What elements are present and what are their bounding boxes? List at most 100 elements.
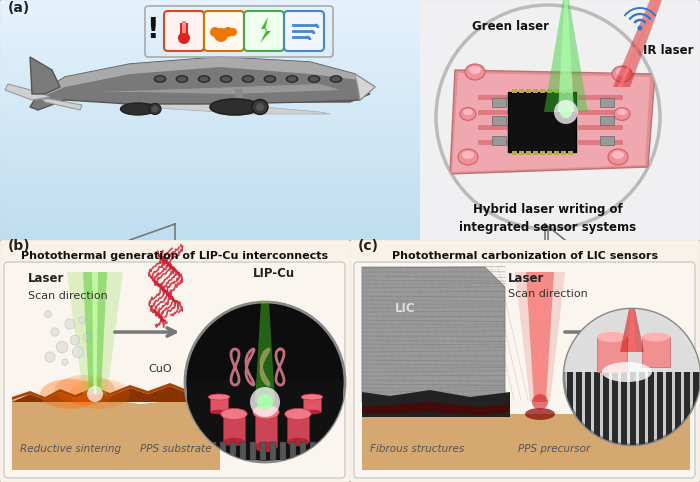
Bar	[648, 370, 654, 445]
Bar	[260, 442, 266, 460]
Ellipse shape	[210, 99, 260, 115]
Ellipse shape	[244, 77, 253, 81]
Bar	[585, 370, 591, 445]
Bar	[594, 370, 600, 445]
Bar	[540, 151, 545, 155]
Ellipse shape	[465, 64, 485, 80]
Ellipse shape	[597, 332, 627, 342]
Bar	[519, 89, 524, 93]
Polygon shape	[42, 99, 82, 110]
Bar	[210, 397, 228, 412]
Bar	[561, 151, 566, 155]
Bar	[180, 23, 188, 37]
Ellipse shape	[252, 99, 268, 115]
Ellipse shape	[154, 76, 166, 82]
Polygon shape	[535, 272, 545, 402]
Polygon shape	[620, 309, 644, 352]
Ellipse shape	[208, 394, 230, 400]
Ellipse shape	[265, 77, 274, 81]
Bar	[255, 412, 277, 447]
Polygon shape	[355, 74, 375, 100]
Polygon shape	[613, 0, 662, 87]
Circle shape	[83, 332, 93, 342]
FancyBboxPatch shape	[204, 11, 244, 51]
Bar	[519, 151, 524, 155]
Ellipse shape	[199, 77, 209, 81]
Bar	[568, 89, 573, 93]
Ellipse shape	[149, 104, 161, 115]
Circle shape	[214, 28, 228, 42]
Ellipse shape	[525, 408, 555, 420]
FancyBboxPatch shape	[284, 11, 324, 51]
Circle shape	[554, 100, 578, 124]
Ellipse shape	[210, 410, 228, 414]
Polygon shape	[618, 0, 659, 87]
Bar	[508, 92, 576, 152]
Ellipse shape	[612, 151, 624, 159]
Polygon shape	[362, 402, 510, 415]
Polygon shape	[558, 0, 574, 112]
Ellipse shape	[255, 442, 277, 452]
Ellipse shape	[460, 107, 476, 120]
Bar	[547, 89, 552, 93]
Ellipse shape	[301, 394, 323, 400]
Bar	[210, 442, 216, 460]
Text: Reductive sintering: Reductive sintering	[20, 444, 121, 454]
Ellipse shape	[152, 106, 158, 112]
Polygon shape	[92, 272, 98, 394]
Bar	[270, 442, 276, 460]
Text: CuO: CuO	[148, 364, 172, 374]
Bar	[564, 307, 700, 372]
Bar	[603, 370, 609, 445]
Polygon shape	[452, 73, 650, 172]
Polygon shape	[12, 383, 210, 400]
Ellipse shape	[463, 109, 473, 115]
Bar	[512, 89, 517, 93]
Ellipse shape	[120, 103, 155, 115]
Circle shape	[65, 319, 75, 329]
Bar	[600, 116, 614, 125]
Circle shape	[45, 310, 52, 318]
Polygon shape	[12, 386, 215, 402]
Ellipse shape	[176, 76, 188, 82]
Text: (c): (c)	[358, 239, 379, 253]
Circle shape	[532, 394, 548, 410]
Ellipse shape	[303, 410, 321, 414]
Bar	[512, 151, 517, 155]
Polygon shape	[12, 396, 220, 470]
Ellipse shape	[617, 109, 626, 115]
Text: LIP-Cu: LIP-Cu	[253, 267, 295, 280]
Bar	[554, 89, 559, 93]
Polygon shape	[30, 57, 375, 110]
Bar	[693, 370, 699, 445]
Text: PPS precursor: PPS precursor	[518, 444, 590, 454]
Ellipse shape	[608, 149, 628, 165]
Ellipse shape	[242, 76, 254, 82]
Ellipse shape	[309, 77, 318, 81]
Polygon shape	[450, 70, 655, 174]
Bar	[547, 151, 552, 155]
Text: (b): (b)	[8, 239, 31, 253]
Bar	[612, 370, 618, 445]
Ellipse shape	[70, 379, 130, 409]
Bar	[642, 337, 670, 367]
Polygon shape	[362, 267, 505, 402]
Polygon shape	[260, 17, 271, 43]
Circle shape	[229, 28, 237, 36]
Circle shape	[56, 341, 68, 353]
Polygon shape	[100, 84, 340, 94]
Ellipse shape	[602, 362, 652, 382]
FancyBboxPatch shape	[244, 11, 284, 51]
Bar	[533, 89, 538, 93]
Circle shape	[210, 27, 220, 37]
Polygon shape	[628, 309, 636, 352]
Bar	[250, 442, 256, 460]
Polygon shape	[5, 84, 50, 100]
Ellipse shape	[55, 375, 115, 405]
Circle shape	[223, 27, 233, 37]
Polygon shape	[67, 272, 123, 394]
Circle shape	[638, 26, 643, 30]
Bar	[303, 397, 321, 412]
Ellipse shape	[220, 76, 232, 82]
Text: IR laser: IR laser	[643, 44, 694, 57]
